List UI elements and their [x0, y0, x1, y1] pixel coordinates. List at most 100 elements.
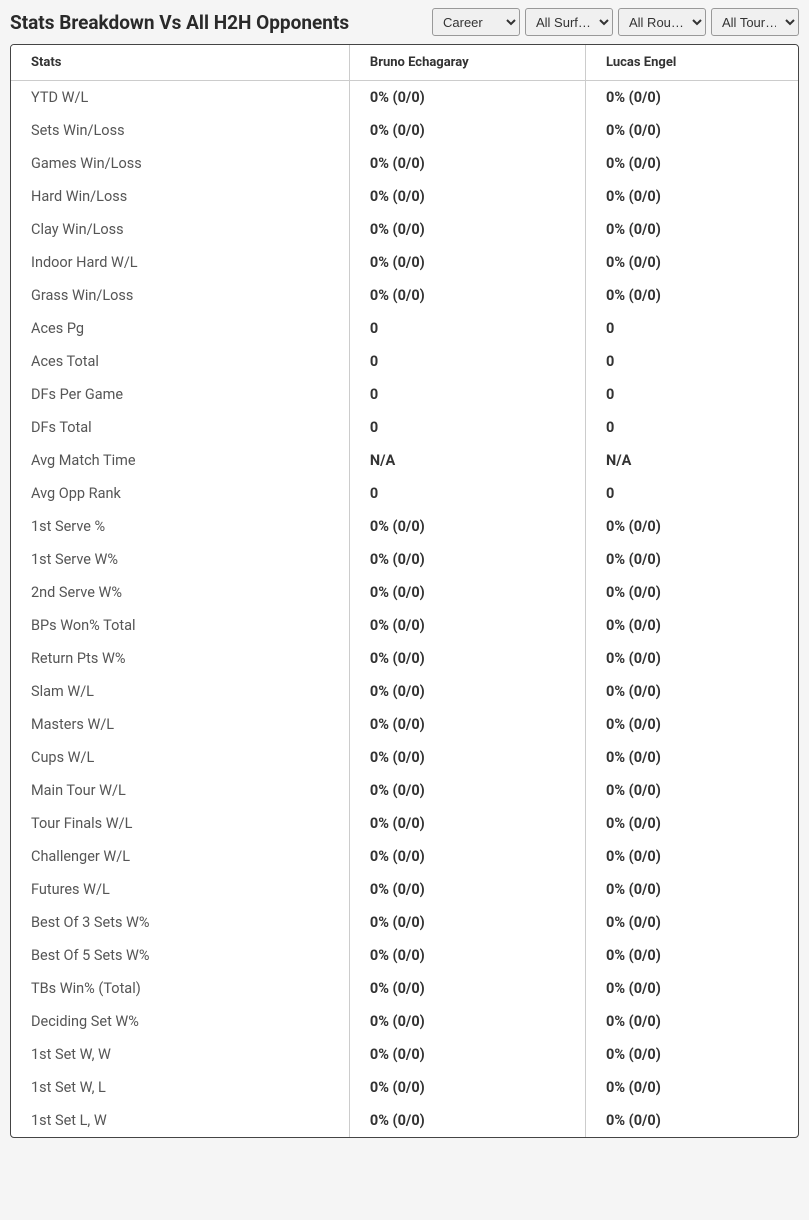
player1-value: 0% (0/0) [349, 147, 585, 180]
stat-label: Masters W/L [11, 708, 349, 741]
table-row: Hard Win/Loss0% (0/0)0% (0/0) [11, 180, 798, 213]
filters: Career All Surf… All Rou… All Tour… [432, 8, 799, 36]
stat-label: Aces Pg [11, 312, 349, 345]
table-row: BPs Won% Total0% (0/0)0% (0/0) [11, 609, 798, 642]
table-row: Challenger W/L0% (0/0)0% (0/0) [11, 840, 798, 873]
table-row: Best Of 3 Sets W%0% (0/0)0% (0/0) [11, 906, 798, 939]
table-row: Sets Win/Loss0% (0/0)0% (0/0) [11, 114, 798, 147]
player1-value: 0 [349, 378, 585, 411]
surface-filter[interactable]: All Surf… [525, 8, 613, 36]
stat-label: Hard Win/Loss [11, 180, 349, 213]
player2-value: 0% (0/0) [586, 972, 799, 1005]
player1-value: 0% (0/0) [349, 972, 585, 1005]
player2-value: 0% (0/0) [586, 741, 799, 774]
table-row: Best Of 5 Sets W%0% (0/0)0% (0/0) [11, 939, 798, 972]
header: Stats Breakdown Vs All H2H Opponents Car… [0, 0, 809, 44]
table-row: YTD W/L0% (0/0)0% (0/0) [11, 81, 798, 115]
player1-value: 0% (0/0) [349, 81, 585, 115]
player1-value: 0% (0/0) [349, 1005, 585, 1038]
player1-value: 0% (0/0) [349, 114, 585, 147]
player1-value: 0% (0/0) [349, 807, 585, 840]
player2-value: 0 [586, 345, 799, 378]
stat-label: Cups W/L [11, 741, 349, 774]
player1-value: 0% (0/0) [349, 510, 585, 543]
player1-value: 0% (0/0) [349, 213, 585, 246]
table-row: Aces Pg00 [11, 312, 798, 345]
player1-value: 0% (0/0) [349, 906, 585, 939]
table-row: Slam W/L0% (0/0)0% (0/0) [11, 675, 798, 708]
stat-label: DFs Total [11, 411, 349, 444]
player1-value: 0% (0/0) [349, 609, 585, 642]
page-title: Stats Breakdown Vs All H2H Opponents [10, 11, 349, 34]
player2-value: 0% (0/0) [586, 906, 799, 939]
player1-value: 0% (0/0) [349, 675, 585, 708]
table-row: Tour Finals W/L0% (0/0)0% (0/0) [11, 807, 798, 840]
table-row: Cups W/L0% (0/0)0% (0/0) [11, 741, 798, 774]
career-filter[interactable]: Career [432, 8, 520, 36]
player1-value: 0 [349, 312, 585, 345]
stat-label: 1st Serve % [11, 510, 349, 543]
stat-label: Games Win/Loss [11, 147, 349, 180]
stats-table-wrap: Stats Bruno Echagaray Lucas Engel YTD W/… [10, 44, 799, 1138]
table-row: 1st Serve %0% (0/0)0% (0/0) [11, 510, 798, 543]
col-header-player2: Lucas Engel [586, 45, 799, 81]
stat-label: Avg Opp Rank [11, 477, 349, 510]
player2-value: 0% (0/0) [586, 609, 799, 642]
stat-label: 1st Set W, W [11, 1038, 349, 1071]
stat-label: Slam W/L [11, 675, 349, 708]
player2-value: 0% (0/0) [586, 939, 799, 972]
table-row: TBs Win% (Total)0% (0/0)0% (0/0) [11, 972, 798, 1005]
stat-label: Clay Win/Loss [11, 213, 349, 246]
table-row: Deciding Set W%0% (0/0)0% (0/0) [11, 1005, 798, 1038]
player1-value: 0 [349, 345, 585, 378]
player2-value: 0 [586, 411, 799, 444]
player2-value: 0% (0/0) [586, 840, 799, 873]
table-row: Masters W/L0% (0/0)0% (0/0) [11, 708, 798, 741]
player2-value: 0% (0/0) [586, 543, 799, 576]
player1-value: 0% (0/0) [349, 543, 585, 576]
player1-value: 0% (0/0) [349, 1071, 585, 1104]
stat-label: Sets Win/Loss [11, 114, 349, 147]
table-row: Indoor Hard W/L0% (0/0)0% (0/0) [11, 246, 798, 279]
table-row: DFs Per Game00 [11, 378, 798, 411]
table-row: Grass Win/Loss0% (0/0)0% (0/0) [11, 279, 798, 312]
table-row: Clay Win/Loss0% (0/0)0% (0/0) [11, 213, 798, 246]
table-row: Return Pts W%0% (0/0)0% (0/0) [11, 642, 798, 675]
stat-label: Best Of 3 Sets W% [11, 906, 349, 939]
player1-value: 0% (0/0) [349, 741, 585, 774]
player2-value: 0% (0/0) [586, 807, 799, 840]
player2-value: 0% (0/0) [586, 1071, 799, 1104]
player2-value: 0% (0/0) [586, 642, 799, 675]
stat-label: Aces Total [11, 345, 349, 378]
player2-value: 0% (0/0) [586, 708, 799, 741]
stat-label: Return Pts W% [11, 642, 349, 675]
player1-value: 0% (0/0) [349, 180, 585, 213]
player1-value: 0% (0/0) [349, 1038, 585, 1071]
player2-value: 0% (0/0) [586, 510, 799, 543]
table-row: Main Tour W/L0% (0/0)0% (0/0) [11, 774, 798, 807]
table-row: Futures W/L0% (0/0)0% (0/0) [11, 873, 798, 906]
tour-filter[interactable]: All Tour… [711, 8, 799, 36]
table-row: DFs Total00 [11, 411, 798, 444]
player2-value: 0% (0/0) [586, 873, 799, 906]
player2-value: 0% (0/0) [586, 180, 799, 213]
stat-label: BPs Won% Total [11, 609, 349, 642]
player2-value: 0 [586, 477, 799, 510]
player1-value: 0% (0/0) [349, 576, 585, 609]
stat-label: Futures W/L [11, 873, 349, 906]
player1-value: 0% (0/0) [349, 1104, 585, 1137]
table-row: 1st Serve W%0% (0/0)0% (0/0) [11, 543, 798, 576]
stat-label: 1st Set W, L [11, 1071, 349, 1104]
stat-label: Grass Win/Loss [11, 279, 349, 312]
player1-value: N/A [349, 444, 585, 477]
table-row: Aces Total00 [11, 345, 798, 378]
player2-value: 0% (0/0) [586, 774, 799, 807]
player1-value: 0% (0/0) [349, 774, 585, 807]
player1-value: 0% (0/0) [349, 279, 585, 312]
player2-value: 0% (0/0) [586, 114, 799, 147]
player1-value: 0% (0/0) [349, 873, 585, 906]
player1-value: 0% (0/0) [349, 840, 585, 873]
round-filter[interactable]: All Rou… [618, 8, 706, 36]
stat-label: 1st Set L, W [11, 1104, 349, 1137]
player2-value: 0 [586, 378, 799, 411]
